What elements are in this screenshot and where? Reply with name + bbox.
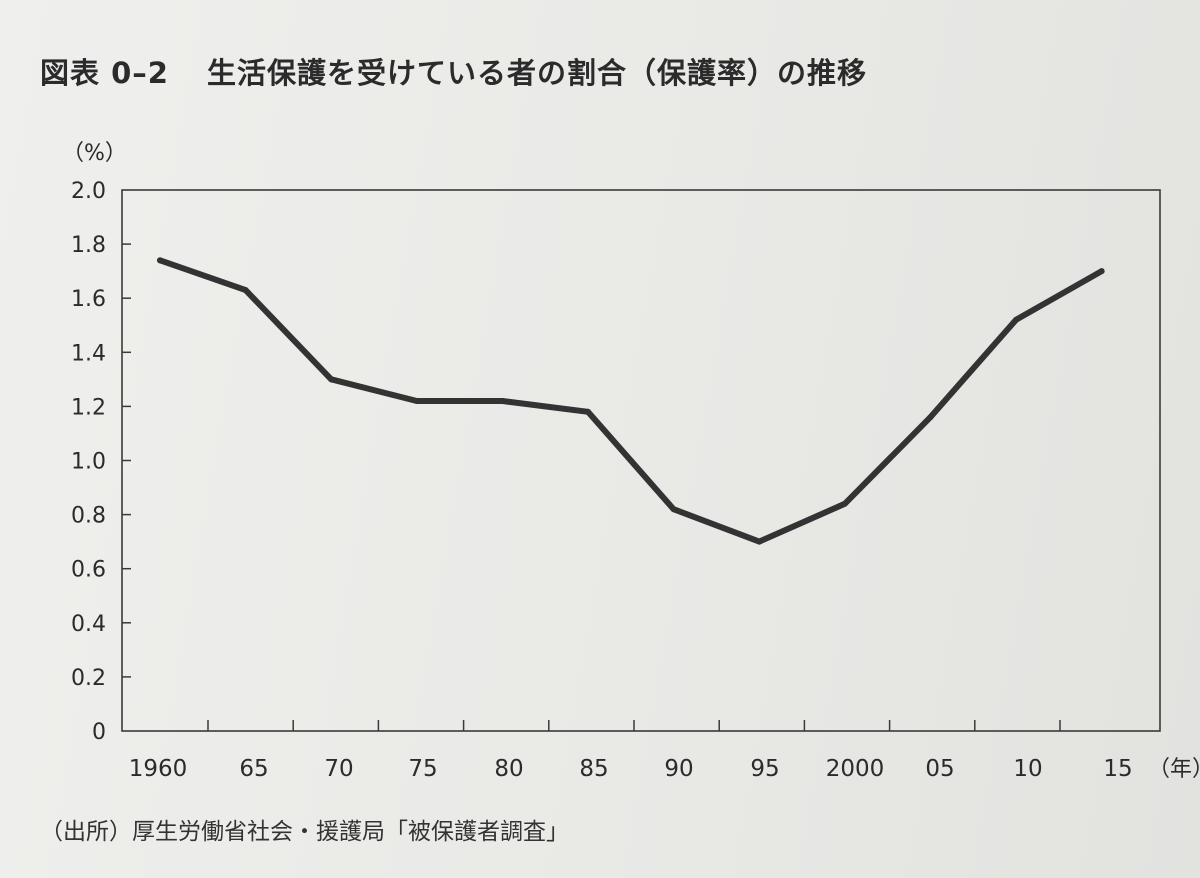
x-tick-label: 80 (494, 756, 523, 782)
y-tick-label: 0.4 (71, 612, 106, 637)
data-point (242, 287, 249, 294)
y-tick-label: 0.2 (71, 666, 106, 691)
series-line (157, 257, 1105, 545)
y-tick-label: 1.4 (71, 341, 106, 366)
data-point (841, 500, 848, 507)
x-tick-label: 2000 (826, 756, 885, 782)
y-tick-label: 1.6 (71, 287, 106, 312)
data-point (499, 397, 506, 404)
plot-frame (121, 189, 1161, 732)
x-tick-label: 15 (1103, 756, 1132, 782)
data-point (670, 506, 677, 513)
x-tick-label: 70 (324, 756, 353, 782)
y-tick-label: 0.6 (71, 558, 106, 583)
data-point (585, 408, 591, 415)
source-note: （出所）厚生労働省社会・援護局「被保護者調査」 (40, 819, 569, 845)
y-tick-label: 1.8 (71, 233, 106, 258)
data-point (927, 414, 934, 421)
data-point (157, 257, 163, 264)
x-tick-label: 1960 (129, 756, 188, 782)
y-tick-label: 1.2 (71, 395, 106, 420)
y-tick-label: 1.0 (71, 450, 106, 475)
x-tick-label: 90 (664, 756, 693, 782)
figure-number: 図表 0–2 (40, 56, 169, 90)
x-tick-label: 75 (408, 756, 437, 782)
x-tick-label: 05 (925, 756, 954, 782)
figure-title-text: 生活保護を受けている者の割合（保護率）の推移 (206, 56, 867, 90)
data-point (328, 376, 335, 383)
y-tick-label: 0 (92, 720, 106, 745)
data-point (1013, 316, 1019, 323)
y-tick-label: 0.8 (71, 504, 106, 529)
figure-title: 図表 0–2 生活保護を受けている者の割合（保護率）の推移 (40, 50, 867, 92)
x-tick-label: 65 (239, 756, 268, 782)
y-tick-label: 2.0 (71, 179, 106, 204)
x-axis-unit: （年） (1148, 757, 1200, 782)
y-axis-unit: （%） (62, 141, 127, 166)
data-point (1098, 268, 1105, 275)
x-tick-label: 85 (579, 756, 608, 782)
data-point (413, 397, 420, 404)
data-point (756, 538, 763, 545)
x-tick-label: 95 (750, 756, 779, 782)
x-tick-label: 10 (1013, 756, 1042, 782)
